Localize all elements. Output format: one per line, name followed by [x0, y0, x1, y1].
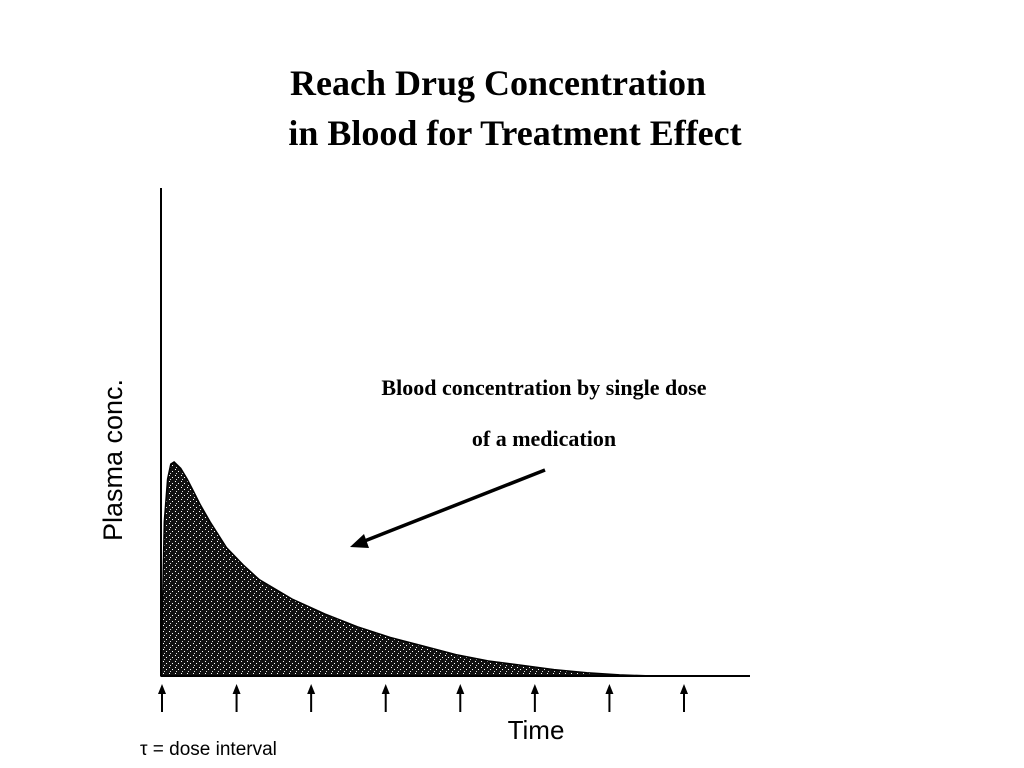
concentration-curve-area — [160, 461, 685, 677]
y-axis-label: Plasma conc. — [98, 379, 128, 541]
dose-arrow-head — [456, 684, 465, 694]
dose-arrow-head — [381, 684, 390, 694]
annotation-arrow — [350, 468, 546, 548]
annotation-text: Blood concentration by single dose of a … — [316, 362, 772, 464]
dose-interval-note: τ = dose interval — [140, 739, 277, 760]
dose-arrow-head — [232, 684, 241, 694]
dose-arrow-head — [680, 684, 688, 694]
dose-arrow-head — [307, 684, 316, 694]
slide-title: Reach Drug Concentration in Blood for Tr… — [0, 58, 1024, 158]
dose-arrows — [158, 684, 688, 712]
title-line-1: Reach Drug Concentration — [290, 63, 706, 103]
x-axis-label: Time — [508, 715, 565, 745]
annotation-line-2: of a medication — [471, 426, 617, 451]
dose-arrow-head — [158, 684, 166, 694]
dose-arrow-head — [530, 684, 539, 694]
annotation-line-1: Blood concentration by single dose — [381, 375, 707, 400]
title-line-2: in Blood for Treatment Effect — [288, 113, 742, 153]
dose-arrow-head — [605, 684, 614, 694]
